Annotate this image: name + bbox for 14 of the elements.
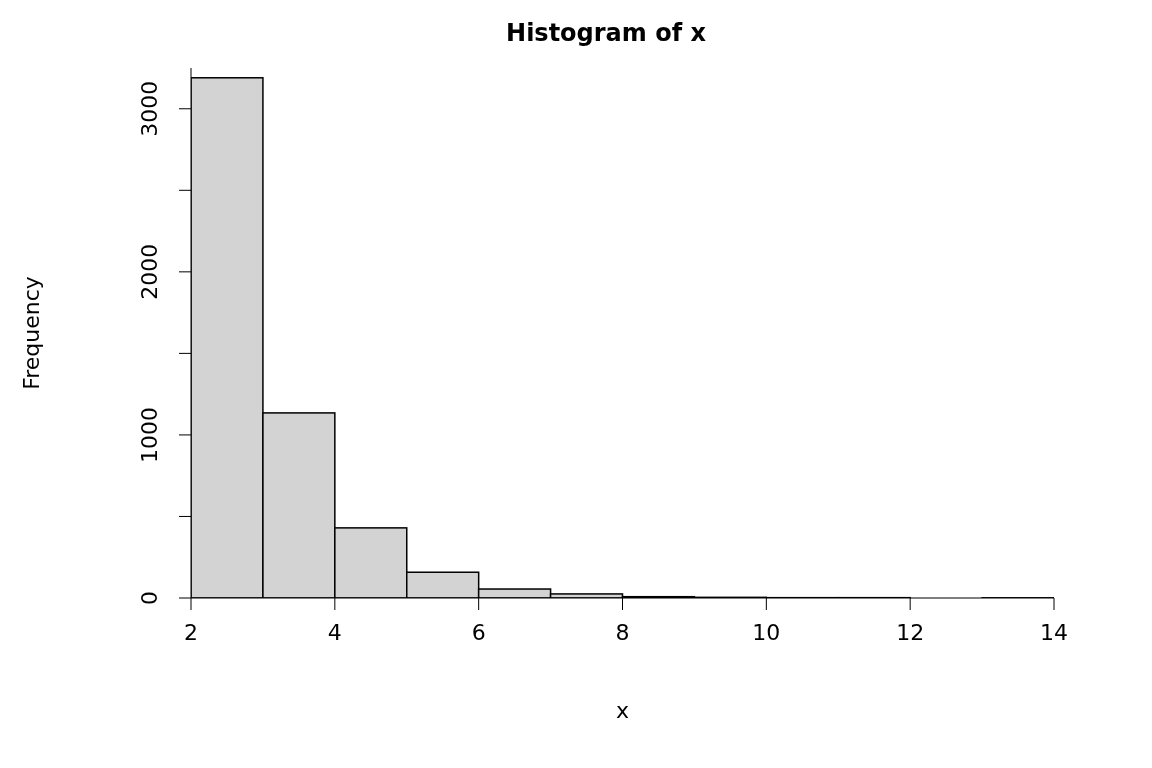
- y-axis-title: Frequency: [18, 276, 44, 390]
- x-tick-label: 2: [184, 619, 198, 645]
- x-axis-title: x: [615, 698, 630, 723]
- y-tick-label: 2000: [137, 243, 162, 300]
- y-tick-label: 0: [137, 591, 162, 605]
- x-tick-label: 12: [896, 619, 925, 645]
- y-tick-label: 3000: [137, 80, 162, 137]
- chart-title: Histogram of x: [505, 18, 707, 49]
- x-tick-label: 14: [1040, 619, 1068, 645]
- x-tick-label: 6: [471, 619, 486, 645]
- x-tick-label: 8: [615, 619, 630, 645]
- y-tick-label: 1000: [137, 406, 162, 463]
- x-tick-label: 4: [327, 619, 342, 645]
- x-tick-label: 10: [752, 619, 781, 645]
